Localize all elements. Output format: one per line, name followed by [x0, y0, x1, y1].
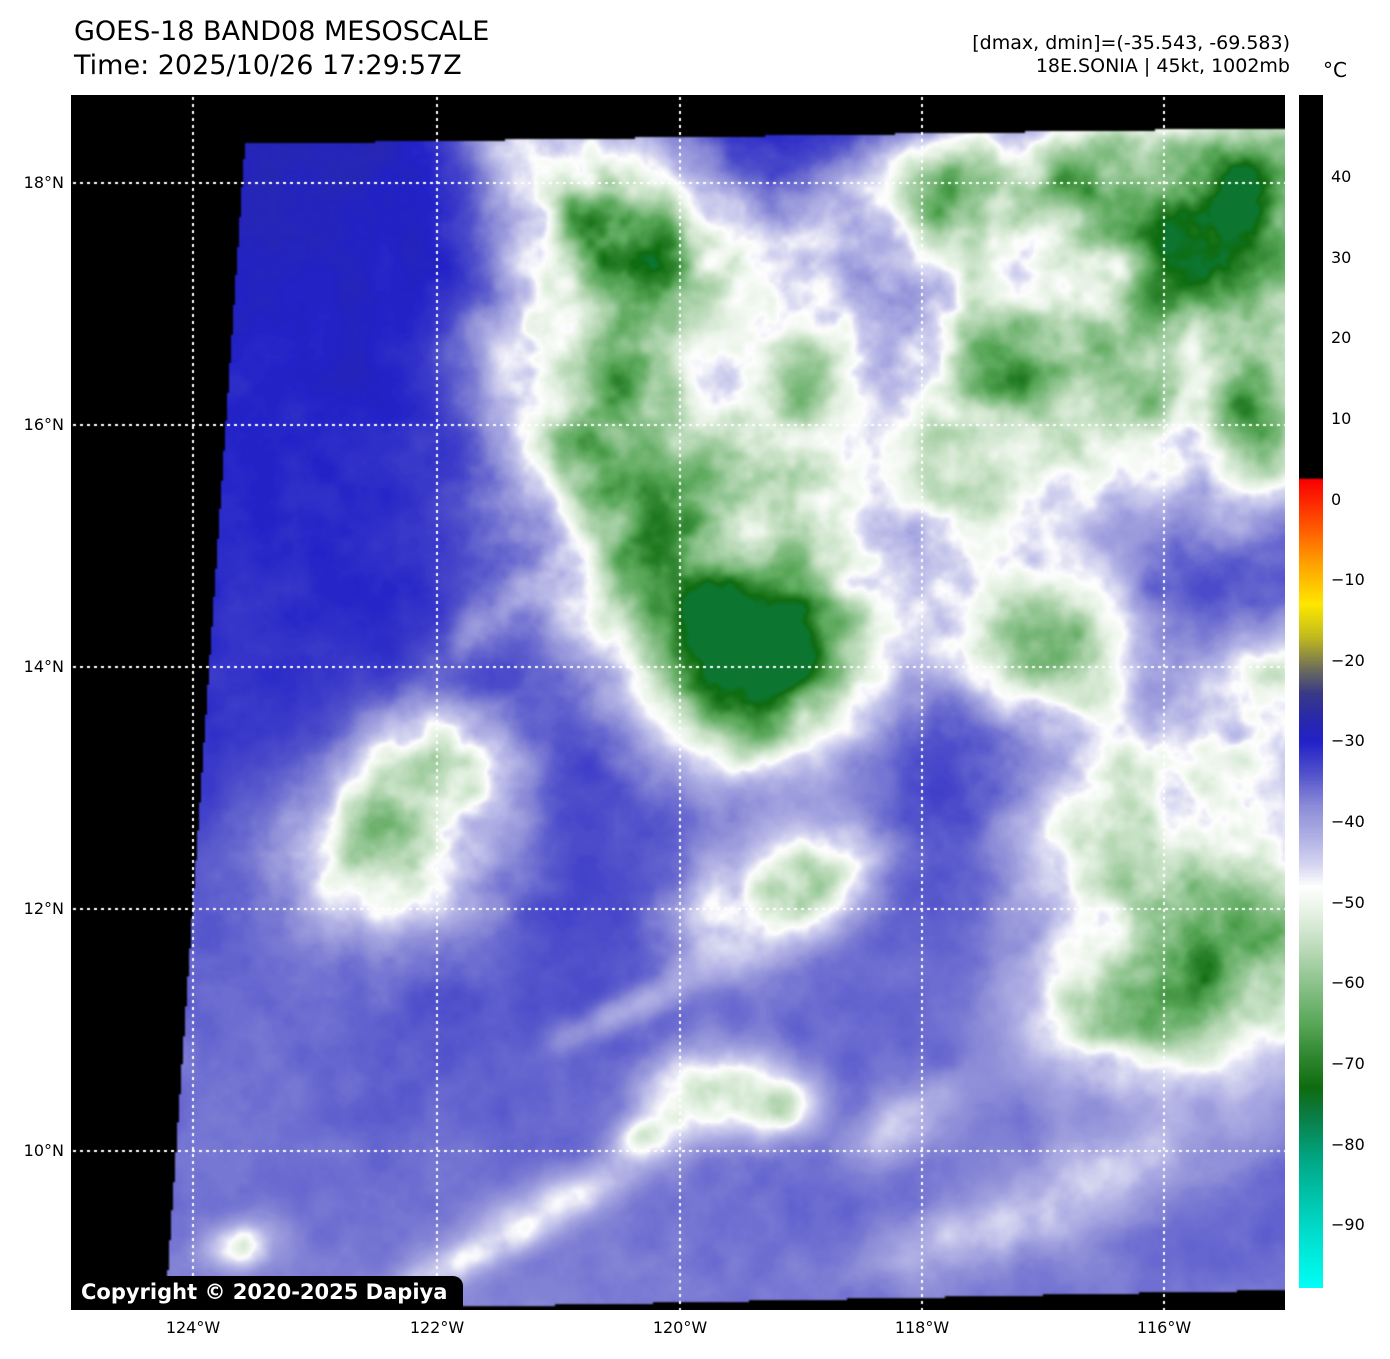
copyright-badge: Copyright © 2020-2025 Dapiya — [71, 1276, 464, 1310]
colorbar-tick-label: 20 — [1331, 328, 1352, 348]
lat-tick-label: 10°N — [23, 1141, 64, 1160]
colorbar-tick-label: −30 — [1331, 731, 1365, 751]
lat-tick-label: 18°N — [23, 173, 64, 192]
storm-info-readout: 18E.SONIA | 45kt, 1002mb — [1035, 55, 1290, 77]
satellite-imagery-canvas — [71, 95, 1285, 1310]
lon-tick-label: 120°W — [652, 1318, 708, 1337]
colorbar-tick-label: 40 — [1331, 167, 1352, 187]
map-plot-area — [71, 95, 1285, 1310]
lon-tick-label: 116°W — [1136, 1318, 1192, 1337]
colorbar-tick-label: 10 — [1331, 409, 1352, 429]
lat-tick-label: 16°N — [23, 415, 64, 434]
colorbar-tick-label: −80 — [1331, 1134, 1365, 1154]
colorbar-tick-label: −60 — [1331, 973, 1365, 993]
colorbar-gradient — [1299, 95, 1323, 1288]
colorbar-tick-label: −20 — [1331, 650, 1365, 670]
lon-tick-label: 118°W — [894, 1318, 950, 1337]
figure-timestamp: Time: 2025/10/26 17:29:57Z — [74, 50, 462, 81]
colorbar-tick-label: −10 — [1331, 570, 1365, 590]
colorbar-unit-label: °C — [1323, 58, 1347, 82]
lat-tick-label: 14°N — [23, 657, 64, 676]
lon-tick-label: 124°W — [165, 1318, 221, 1337]
colorbar-tick-label: −70 — [1331, 1053, 1365, 1073]
colorbar-tick-label: −90 — [1331, 1215, 1365, 1235]
dmax-dmin-readout: [dmax, dmin]=(-35.543, -69.583) — [972, 32, 1290, 54]
colorbar-tick-label: −50 — [1331, 892, 1365, 912]
colorbar-tick-label: 0 — [1331, 489, 1342, 509]
colorbar-tick-label: −40 — [1331, 812, 1365, 832]
colorbar-tick-label: 30 — [1331, 247, 1352, 267]
figure-title: GOES-18 BAND08 MESOSCALE — [74, 16, 490, 47]
lat-tick-label: 12°N — [23, 899, 64, 918]
lon-tick-label: 122°W — [409, 1318, 465, 1337]
